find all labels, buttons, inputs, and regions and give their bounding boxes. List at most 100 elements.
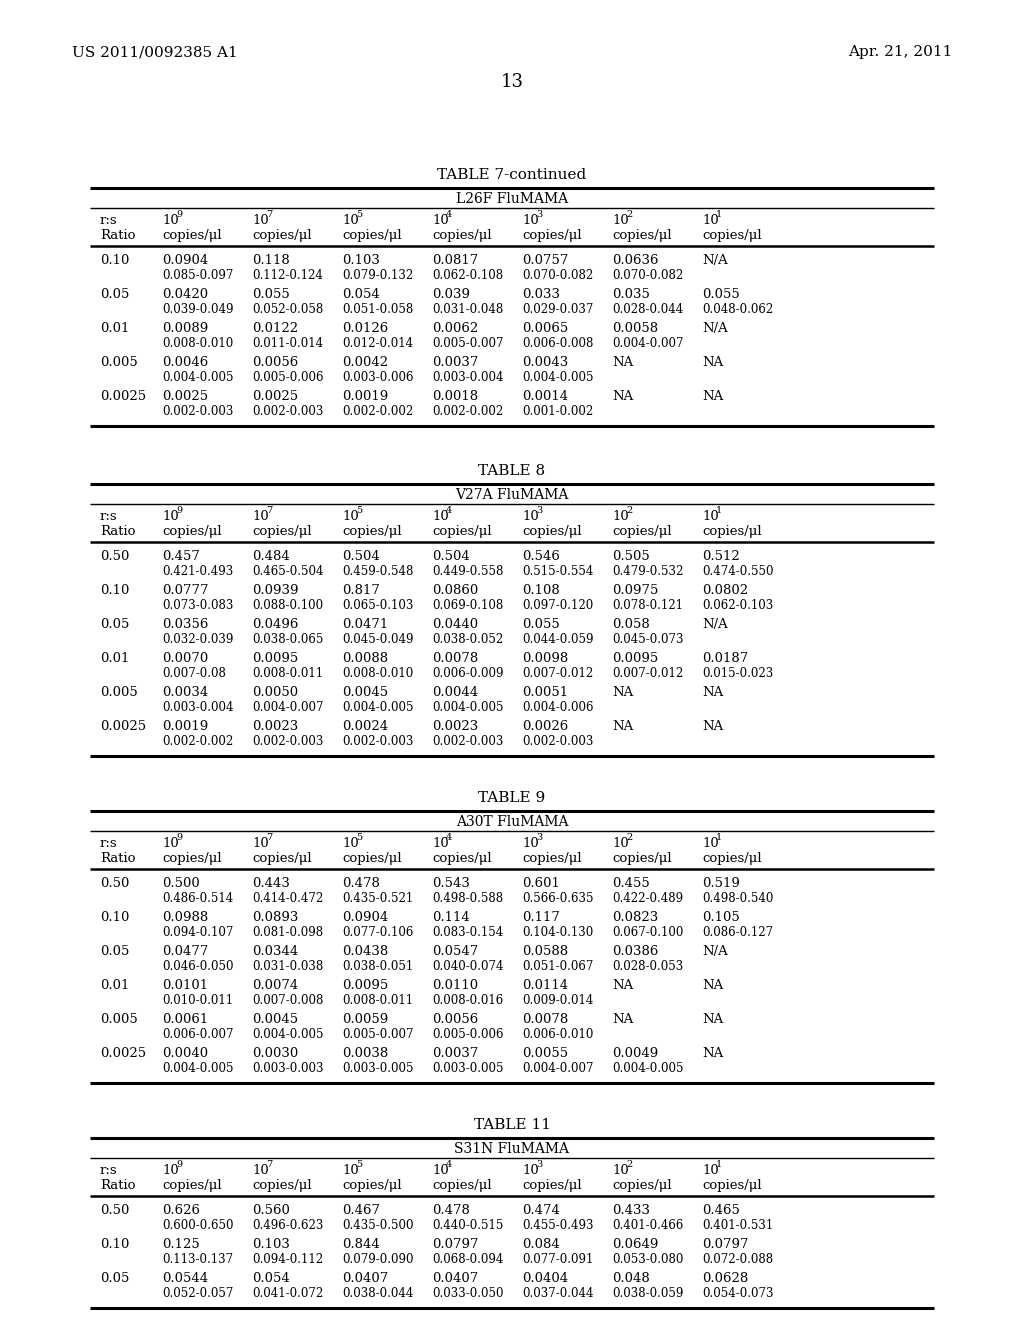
Text: 0.496-0.623: 0.496-0.623: [252, 1218, 324, 1232]
Text: 0.072-0.088: 0.072-0.088: [702, 1253, 773, 1266]
Text: 0.0407: 0.0407: [342, 1272, 388, 1284]
Text: 0.449-0.558: 0.449-0.558: [432, 565, 504, 578]
Text: copies/μl: copies/μl: [702, 851, 762, 865]
Text: 4: 4: [446, 833, 453, 842]
Text: 0.0045: 0.0045: [252, 1012, 298, 1026]
Text: 5: 5: [356, 506, 362, 515]
Text: 0.0122: 0.0122: [252, 322, 298, 335]
Text: copies/μl: copies/μl: [342, 525, 401, 539]
Text: copies/μl: copies/μl: [252, 851, 311, 865]
Text: 0.005-0.006: 0.005-0.006: [252, 371, 324, 384]
Text: 0.103: 0.103: [342, 253, 380, 267]
Text: copies/μl: copies/μl: [702, 228, 762, 242]
Text: 0.007-0.012: 0.007-0.012: [522, 667, 593, 680]
Text: 0.005-0.007: 0.005-0.007: [432, 337, 504, 350]
Text: 0.103: 0.103: [252, 1238, 290, 1251]
Text: 0.500: 0.500: [162, 876, 200, 890]
Text: 0.002-0.002: 0.002-0.002: [162, 735, 233, 748]
Text: 0.0438: 0.0438: [342, 945, 388, 958]
Text: 0.0477: 0.0477: [162, 945, 208, 958]
Text: 2: 2: [626, 833, 632, 842]
Text: 3: 3: [536, 833, 543, 842]
Text: r:s: r:s: [100, 837, 118, 850]
Text: 0.50: 0.50: [100, 876, 129, 890]
Text: 0.0062: 0.0062: [432, 322, 478, 335]
Text: copies/μl: copies/μl: [342, 228, 401, 242]
Text: 10: 10: [252, 510, 268, 523]
Text: NA: NA: [612, 1012, 633, 1026]
Text: 0.012-0.014: 0.012-0.014: [342, 337, 413, 350]
Text: r:s: r:s: [100, 1164, 118, 1177]
Text: NA: NA: [612, 389, 633, 403]
Text: 0.0023: 0.0023: [252, 719, 298, 733]
Text: 0.048-0.062: 0.048-0.062: [702, 304, 773, 315]
Text: 0.058: 0.058: [612, 618, 650, 631]
Text: 0.0893: 0.0893: [252, 911, 298, 924]
Text: 0.0038: 0.0038: [342, 1047, 388, 1060]
Text: L26F FluMAMA: L26F FluMAMA: [456, 191, 568, 206]
Text: 0.0050: 0.0050: [252, 686, 298, 700]
Text: 0.051-0.058: 0.051-0.058: [342, 304, 414, 315]
Text: 0.0797: 0.0797: [432, 1238, 478, 1251]
Text: 0.844: 0.844: [342, 1238, 380, 1251]
Text: 0.046-0.050: 0.046-0.050: [162, 960, 233, 973]
Text: 3: 3: [536, 210, 543, 219]
Text: N/A: N/A: [702, 322, 728, 335]
Text: 0.05: 0.05: [100, 945, 129, 958]
Text: 0.054: 0.054: [342, 288, 380, 301]
Text: 0.0014: 0.0014: [522, 389, 568, 403]
Text: 0.512: 0.512: [702, 550, 739, 564]
Text: 7: 7: [266, 210, 272, 219]
Text: 0.079-0.090: 0.079-0.090: [342, 1253, 414, 1266]
Text: TABLE 9: TABLE 9: [478, 791, 546, 805]
Text: 0.002-0.002: 0.002-0.002: [432, 405, 503, 418]
Text: 0.038-0.059: 0.038-0.059: [612, 1287, 683, 1300]
Text: 0.0023: 0.0023: [432, 719, 478, 733]
Text: NA: NA: [702, 356, 723, 370]
Text: N/A: N/A: [702, 945, 728, 958]
Text: 0.0496: 0.0496: [252, 618, 298, 631]
Text: 0.0056: 0.0056: [252, 356, 298, 370]
Text: copies/μl: copies/μl: [432, 228, 492, 242]
Text: 0.004-0.005: 0.004-0.005: [432, 701, 504, 714]
Text: 10: 10: [522, 510, 539, 523]
Text: 0.0095: 0.0095: [342, 979, 388, 993]
Text: 0.038-0.051: 0.038-0.051: [342, 960, 414, 973]
Text: 0.004-0.006: 0.004-0.006: [522, 701, 594, 714]
Text: 0.097-0.120: 0.097-0.120: [522, 599, 593, 612]
Text: r:s: r:s: [100, 214, 118, 227]
Text: 0.0101: 0.0101: [162, 979, 208, 993]
Text: 0.817: 0.817: [342, 583, 380, 597]
Text: 9: 9: [176, 506, 182, 515]
Text: 0.414-0.472: 0.414-0.472: [252, 892, 324, 906]
Text: 0.486-0.514: 0.486-0.514: [162, 892, 233, 906]
Text: 0.118: 0.118: [252, 253, 290, 267]
Text: 0.0061: 0.0061: [162, 1012, 208, 1026]
Text: 0.546: 0.546: [522, 550, 560, 564]
Text: 4: 4: [446, 506, 453, 515]
Text: 0.478: 0.478: [432, 1204, 470, 1217]
Text: 0.035: 0.035: [612, 288, 650, 301]
Text: 0.003-0.006: 0.003-0.006: [342, 371, 414, 384]
Text: 0.0628: 0.0628: [702, 1272, 749, 1284]
Text: 0.519: 0.519: [702, 876, 740, 890]
Text: 0.031-0.038: 0.031-0.038: [252, 960, 324, 973]
Text: 0.004-0.007: 0.004-0.007: [612, 337, 683, 350]
Text: 0.055: 0.055: [252, 288, 290, 301]
Text: NA: NA: [612, 719, 633, 733]
Text: 5: 5: [356, 833, 362, 842]
Text: 0.0019: 0.0019: [342, 389, 388, 403]
Text: copies/μl: copies/μl: [612, 851, 672, 865]
Text: 2: 2: [626, 506, 632, 515]
Text: 0.077-0.106: 0.077-0.106: [342, 927, 414, 939]
Text: 0.484: 0.484: [252, 550, 290, 564]
Text: 0.505: 0.505: [612, 550, 650, 564]
Text: 10: 10: [162, 837, 179, 850]
Text: 0.457: 0.457: [162, 550, 200, 564]
Text: 0.465: 0.465: [702, 1204, 740, 1217]
Text: 0.478: 0.478: [342, 876, 380, 890]
Text: 10: 10: [702, 837, 719, 850]
Text: copies/μl: copies/μl: [522, 851, 582, 865]
Text: 0.0356: 0.0356: [162, 618, 208, 631]
Text: N/A: N/A: [702, 253, 728, 267]
